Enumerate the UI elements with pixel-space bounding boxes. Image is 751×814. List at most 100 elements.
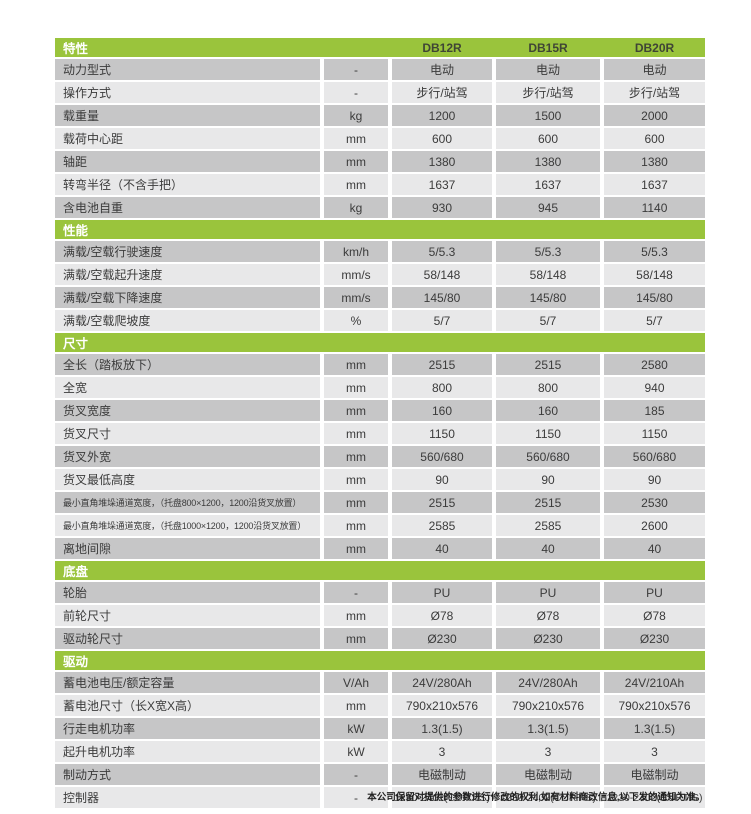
row-unit: - [324, 82, 388, 103]
value-db12r: 600 [392, 128, 492, 149]
value-db12r: 2585 [392, 515, 492, 536]
row-unit: kg [324, 105, 388, 126]
section-header: 底盘 [55, 561, 705, 580]
value-db20r: Ø230 [604, 628, 705, 649]
value-db15r: 2515 [496, 354, 600, 375]
row-unit: mm [324, 400, 388, 421]
value-db15r: 2585 [496, 515, 600, 536]
value-db20r: 1230-2402(CURTIS) [604, 787, 705, 808]
table-row: 离地间隙 mm 40 40 40 [55, 538, 705, 559]
value-db12r: PU [392, 582, 492, 603]
row-unit: mm [324, 605, 388, 626]
table-row: 载荷中心距 mm 600 600 600 [55, 128, 705, 149]
value-db20r: 1637 [604, 174, 705, 195]
row-unit: km/h [324, 241, 388, 262]
value-db20r: 185 [604, 400, 705, 421]
value-db15r: Ø78 [496, 605, 600, 626]
table-row: 货叉外宽 mm 560/680 560/680 560/680 [55, 446, 705, 467]
table-row: 蓄电池电压/额定容量 V/Ah 24V/280Ah 24V/280Ah 24V/210A… [55, 672, 705, 693]
row-label: 全长（踏板放下） [55, 354, 320, 375]
disclaimer-note: 本公司保留对提供的参数进行修改的权利,如有材料商改信息,以下发的通知为准。 [367, 792, 705, 803]
value-db12r: 电动 [392, 59, 492, 80]
value-db12r: 145/80 [392, 287, 492, 308]
header-model-db20r: DB20R [634, 40, 675, 55]
value-db20r: 90 [604, 469, 705, 490]
table-row: 行走电机功率 kW 1.3(1.5) 1.3(1.5) 1.3(1.5) [55, 718, 705, 739]
section-header: 尺寸 [55, 333, 705, 352]
value-db12r: 90 [392, 469, 492, 490]
value-db12r: 40 [392, 538, 492, 559]
value-db20r: 步行/站驾 [604, 82, 705, 103]
row-label: 控制器 [55, 787, 320, 808]
value-db12r: 1150 [392, 423, 492, 444]
row-label: 全宽 [55, 377, 320, 398]
row-unit: kg [324, 197, 388, 218]
value-db20r: 3 [604, 741, 705, 762]
table-row: 控制器 -1230-2402(CURTIS) 1230-2402(CURTIS) 12… [55, 787, 705, 808]
value-db15r: 1380 [496, 151, 600, 172]
row-label: 满载/空载行驶速度 [55, 241, 320, 262]
value-db12r: 24V/280Ah [392, 672, 492, 693]
row-unit: mm [324, 492, 388, 513]
value-db12r: 930 [392, 197, 492, 218]
row-unit: mm [324, 174, 388, 195]
row-label: 货叉尺寸 [55, 423, 320, 444]
value-db20r: 5/7 [604, 310, 705, 331]
table-row: 满载/空载爬坡度% 5/7 5/7 5/7 [55, 310, 705, 331]
spec-table: 特性 DB12R DB15R DB20R 动力型式 - 电动 电动 电动 操作方式 - 步行/… [55, 38, 705, 810]
row-label: 含电池自重 [55, 197, 320, 218]
table-row: 含电池自重 kg 930 945 1140 [55, 197, 705, 218]
table-row: 前轮尺寸 mm Ø78 Ø78 Ø78 [55, 605, 705, 626]
row-unit: mm [324, 446, 388, 467]
value-db12r: 3 [392, 741, 492, 762]
value-db15r: 步行/站驾 [496, 82, 600, 103]
value-db12r: 2515 [392, 492, 492, 513]
row-unit: mm/s [324, 264, 388, 285]
value-db12r: 560/680 [392, 446, 492, 467]
value-db15r: 58/148 [496, 264, 600, 285]
value-db20r: 790x210x576 [604, 695, 705, 716]
value-db20r: 940 [604, 377, 705, 398]
table-row: 最小直角堆垛通道宽度，（托盘1000×1200，1200沿货叉放置） mm 2585… [55, 515, 705, 536]
row-unit: - [324, 59, 388, 80]
row-label: 满载/空载爬坡度 [55, 310, 320, 331]
value-db15r: 电磁制动 [496, 764, 600, 785]
value-db12r: 5/5.3 [392, 241, 492, 262]
table-row: 转弯半径（不含手把） mm 1637 1637 1637 [55, 174, 705, 195]
table-row: 起升电机功率 kW 3 3 3 [55, 741, 705, 762]
value-db20r: 1150 [604, 423, 705, 444]
row-label: 转弯半径（不含手把） [55, 174, 320, 195]
value-db12r: 1.3(1.5) [392, 718, 492, 739]
table-row: 操作方式 - 步行/站驾 步行/站驾 步行/站驾 [55, 82, 705, 103]
value-db15r: 1230-2402(CURTIS) [496, 787, 600, 808]
table-row: 最小直角堆垛通道宽度，（托盘800×1200，1200沿货叉放置） mm 2515 2… [55, 492, 705, 513]
row-label: 货叉宽度 [55, 400, 320, 421]
row-label: 轮胎 [55, 582, 320, 603]
value-db12r: 5/7 [392, 310, 492, 331]
row-label: 货叉最低高度 [55, 469, 320, 490]
table-row: 货叉宽度 mm 160 160 185 [55, 400, 705, 421]
value-db20r: 2530 [604, 492, 705, 513]
value-db15r: 40 [496, 538, 600, 559]
value-db20r: 5/5.3 [604, 241, 705, 262]
value-db15r: 600 [496, 128, 600, 149]
table-row: 轮胎 - PU PU PU [55, 582, 705, 603]
table-row: 满载/空载下降速度 mm/s 145/80 145/80 145/80 [55, 287, 705, 308]
value-db15r: PU [496, 582, 600, 603]
table-row: 货叉最低高度 mm 90 90 90 [55, 469, 705, 490]
value-db20r: 40 [604, 538, 705, 559]
header-feature-label: 特性 [63, 42, 89, 56]
table-row: 满载/空载起升速度 mm/s 58/148 58/148 58/148 [55, 264, 705, 285]
value-db20r: PU [604, 582, 705, 603]
value-db20r: 600 [604, 128, 705, 149]
row-label: 货叉外宽 [55, 446, 320, 467]
value-db15r: 1150 [496, 423, 600, 444]
value-db20r: 560/680 [604, 446, 705, 467]
value-db20r: 1380 [604, 151, 705, 172]
value-db20r: Ø78 [604, 605, 705, 626]
row-label: 操作方式 [55, 82, 320, 103]
row-label: 起升电机功率 [55, 741, 320, 762]
table-row: 蓄电池尺寸（长X宽X高） mm 790x210x576 790x210x576 790x… [55, 695, 705, 716]
row-label: 轴距 [55, 151, 320, 172]
row-label: 蓄电池尺寸（长X宽X高） [55, 695, 320, 716]
